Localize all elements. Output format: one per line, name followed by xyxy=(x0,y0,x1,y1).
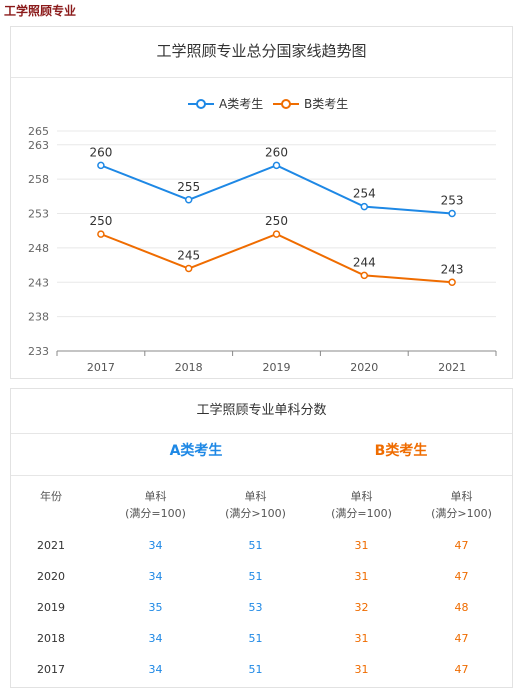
chart-title: 工学照顾专业总分国家线趋势图 xyxy=(11,27,512,78)
page-header: 工学照顾专业 xyxy=(4,4,77,18)
data-label: 245 xyxy=(177,249,200,263)
data-point xyxy=(97,161,105,170)
legend-marker xyxy=(196,99,206,109)
header-line1: 单科 xyxy=(244,490,267,503)
y-tick-label: 253 xyxy=(28,208,49,221)
cell-year: 2018 xyxy=(37,632,65,645)
table-row: 2021 34 51 31 47 xyxy=(11,530,512,561)
legend-label: B类考生 xyxy=(304,97,348,111)
data-point xyxy=(448,278,456,286)
y-tick-label: 265 xyxy=(28,125,49,138)
table-row: 2019 35 53 32 48 xyxy=(11,592,512,623)
data-point xyxy=(184,196,193,204)
header-line1: 单科 xyxy=(350,490,373,503)
cell-b-eq100: 31 xyxy=(354,539,369,552)
data-label: 250 xyxy=(265,214,288,228)
data-point xyxy=(272,161,281,170)
cell-b-eq100: 31 xyxy=(354,632,369,645)
cell-year: 2019 xyxy=(37,601,65,614)
data-label: 255 xyxy=(177,180,200,194)
table-row: 2017 34 51 31 47 xyxy=(11,654,512,685)
data-point xyxy=(97,230,105,238)
series-line xyxy=(100,233,453,284)
cell-year: 2017 xyxy=(37,663,65,676)
header-line1: 单科 xyxy=(144,490,167,503)
data-point xyxy=(272,230,281,238)
header-line2: (满分=100) xyxy=(125,507,186,520)
score-table-card: 工学照顾专业单科分数 A类考生 B类考生 年份 单科 (满分=100) 单科 (… xyxy=(10,388,513,688)
cell-b-gt100: 47 xyxy=(454,663,469,676)
header-b-eq100: 单科 (满分=100) xyxy=(309,488,414,522)
data-label: 250 xyxy=(89,214,112,228)
header-year-label: 年份 xyxy=(40,490,62,503)
cell-a-gt100: 51 xyxy=(248,570,263,583)
header-line2: (满分=100) xyxy=(331,507,392,520)
table-header-row: 年份 单科 (满分=100) 单科 (满分>100) 单科 (满分=100) 单… xyxy=(11,475,512,536)
x-tick-label: 2019 xyxy=(263,361,291,374)
legend-marker xyxy=(281,99,291,109)
header-b-gt100: 单科 (满分>100) xyxy=(409,488,514,522)
group-a-label: A类考生 xyxy=(169,443,223,459)
header-line2: (满分>100) xyxy=(431,507,492,520)
header-a-gt100: 单科 (满分>100) xyxy=(203,488,308,522)
data-label: 243 xyxy=(441,262,464,276)
cell-a-gt100: 51 xyxy=(248,632,263,645)
data-label: 254 xyxy=(353,187,376,201)
cell-a-eq100: 35 xyxy=(148,601,163,614)
data-point xyxy=(184,264,193,273)
header-year: 年份 xyxy=(11,488,91,505)
cell-a-gt100: 51 xyxy=(248,539,263,552)
cell-b-eq100: 31 xyxy=(354,570,369,583)
cell-year: 2020 xyxy=(37,570,65,583)
y-tick-label: 258 xyxy=(28,173,49,186)
x-tick-label: 2017 xyxy=(87,361,115,374)
data-label: 244 xyxy=(353,255,376,269)
data-label: 253 xyxy=(441,194,464,208)
header-line2: (满分>100) xyxy=(225,507,286,520)
table-title: 工学照顾专业单科分数 xyxy=(11,389,512,434)
cell-a-gt100: 51 xyxy=(248,663,263,676)
group-b-label: B类考生 xyxy=(374,443,428,459)
series-line xyxy=(100,164,453,215)
data-point xyxy=(360,271,369,280)
x-tick-label: 2020 xyxy=(350,361,378,374)
cell-b-eq100: 31 xyxy=(354,663,369,676)
header-a-eq100: 单科 (满分=100) xyxy=(103,488,208,522)
y-tick-label: 248 xyxy=(28,242,49,255)
cell-b-gt100: 48 xyxy=(454,601,469,614)
x-tick-label: 2018 xyxy=(175,361,203,374)
data-label: 260 xyxy=(89,145,112,159)
cell-b-gt100: 47 xyxy=(454,570,469,583)
data-label: 260 xyxy=(265,145,288,159)
cell-a-gt100: 53 xyxy=(248,601,263,614)
table-row: 2020 34 51 31 47 xyxy=(11,561,512,592)
cell-b-eq100: 32 xyxy=(354,601,369,614)
cell-year: 2021 xyxy=(37,539,65,552)
header-line1: 单科 xyxy=(450,490,473,503)
x-tick-label: 2021 xyxy=(438,361,466,374)
cell-a-eq100: 34 xyxy=(148,570,163,583)
y-tick-label: 238 xyxy=(28,311,49,324)
cell-a-eq100: 34 xyxy=(148,632,163,645)
table-row: 2018 34 51 31 47 xyxy=(11,623,512,654)
data-point xyxy=(360,202,369,211)
cell-b-gt100: 47 xyxy=(454,539,469,552)
cell-a-eq100: 34 xyxy=(148,663,163,676)
y-tick-label: 263 xyxy=(28,139,49,152)
cell-a-eq100: 34 xyxy=(148,539,163,552)
y-tick-label: 243 xyxy=(28,276,49,289)
legend-label: A类考生 xyxy=(219,97,263,111)
data-point xyxy=(448,209,456,218)
y-tick-label: 233 xyxy=(28,345,49,358)
chart-card: 工学照顾专业总分国家线趋势图 233 238 243 248 253 258 263 265 2… xyxy=(10,26,513,379)
cell-b-gt100: 47 xyxy=(454,632,469,645)
